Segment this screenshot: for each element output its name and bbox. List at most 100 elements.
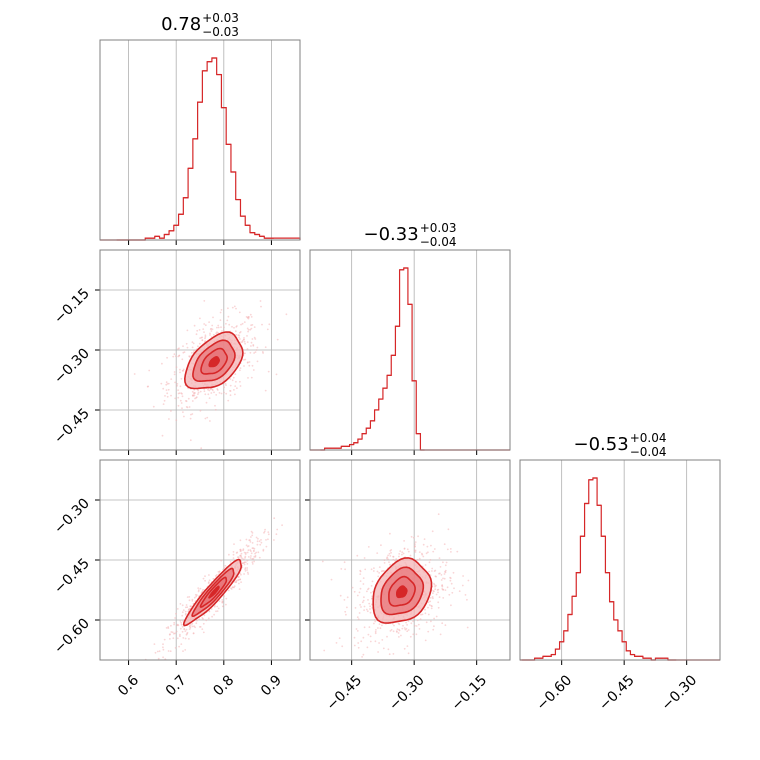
lower-1-0-point xyxy=(264,389,267,392)
lower-2-0-point xyxy=(240,555,243,558)
lower-2-0-point xyxy=(186,631,189,634)
lower-2-1-point xyxy=(389,555,392,557)
lower-1-0-point xyxy=(214,408,217,411)
lower-2-1-point xyxy=(421,613,424,616)
lower-2-1-point xyxy=(429,559,432,561)
lower-1-0-point xyxy=(201,336,204,339)
lower-2-0-point xyxy=(250,550,252,552)
lower-2-1-point xyxy=(368,626,371,628)
lower-2-1-marks xyxy=(321,513,470,664)
lower-2-1-point xyxy=(398,636,400,638)
lower-1-0-point xyxy=(238,311,241,314)
lower-2-1-point xyxy=(429,600,432,603)
lower-1-0-point xyxy=(174,397,177,400)
lower-2-0-point xyxy=(185,604,188,606)
lower-1-0-point xyxy=(234,393,236,396)
lower-2-1-point xyxy=(340,568,343,570)
lower-1-0-point xyxy=(256,360,259,363)
lower-2-0-point xyxy=(177,624,180,627)
lower-2-0-point xyxy=(169,633,171,636)
lower-1-0-point xyxy=(234,373,237,375)
lower-2-1-point xyxy=(433,617,435,620)
lower-1-0-point xyxy=(243,340,246,343)
lower-2-0-point xyxy=(181,611,184,614)
lower-2-1-point xyxy=(359,587,362,590)
lower-2-1-point xyxy=(389,630,392,632)
lower-2-1-point xyxy=(432,628,435,631)
lower-1-0-point xyxy=(243,321,246,323)
lower-1-0-point xyxy=(238,336,240,339)
lower-1-0-point xyxy=(177,404,180,407)
lower-2-0-point xyxy=(189,605,192,608)
lower-2-0-point xyxy=(199,587,202,590)
lower-2-1-point xyxy=(434,588,437,591)
lower-2-0-point xyxy=(180,623,183,626)
lower-1-0-point xyxy=(187,397,190,400)
diag-2-xtick-label-0: −0.60 xyxy=(534,672,576,714)
lower-1-0-point xyxy=(252,369,255,371)
lower-1-0-point xyxy=(219,311,222,314)
lower-2-0-point xyxy=(184,606,187,609)
lower-2-0-point xyxy=(208,574,210,576)
lower-2-0-point xyxy=(251,563,254,565)
lower-1-0-point xyxy=(267,370,270,373)
lower-2-0-point xyxy=(238,582,240,585)
lower-2-0-point xyxy=(167,650,170,652)
lower-2-1-point xyxy=(346,596,349,599)
lower-2-0-point xyxy=(179,635,181,638)
lower-2-1-point xyxy=(368,602,371,605)
lower-1-0-point xyxy=(236,387,238,390)
lower-1-0-point xyxy=(234,330,237,333)
lower-2-1-point xyxy=(461,584,464,587)
lower-1-0-point xyxy=(167,388,170,391)
lower-2-1-point xyxy=(387,662,389,664)
lower-2-1-point xyxy=(422,555,425,558)
lower-1-0-point xyxy=(285,313,288,316)
lower-2-0-point xyxy=(169,650,172,653)
lower-2-1-point xyxy=(438,557,441,559)
lower-2-1-point xyxy=(374,640,377,643)
lower-2-1-point xyxy=(369,608,371,610)
lower-1-0-point xyxy=(218,392,221,394)
lower-2-1-point xyxy=(422,543,425,546)
lower-2-1-point xyxy=(423,538,426,540)
lower-2-0-point xyxy=(188,599,191,602)
lower-1-0-point xyxy=(195,396,198,399)
lower-2-1-point xyxy=(339,594,342,597)
lower-1-0-point xyxy=(199,317,201,320)
lower-1-0-point xyxy=(148,369,151,372)
lower-2-0-point xyxy=(202,577,205,580)
lower-2-1-point xyxy=(418,551,421,553)
lower-2-0-point xyxy=(244,567,247,569)
lower-2-1-point xyxy=(404,628,407,631)
lower-2-0-point xyxy=(247,556,250,558)
lower-2-0-ytick-label-1: −0.45 xyxy=(51,556,93,598)
lower-2-0-point xyxy=(170,624,172,627)
lower-2-1-point xyxy=(407,629,410,631)
lower-1-0-ytick-label-2: −0.45 xyxy=(51,406,93,448)
lower-1-0-point xyxy=(170,378,173,380)
lower-2-1-point xyxy=(444,564,447,567)
lower-1-0-point xyxy=(268,323,271,326)
lower-2-1-xtick-label-1: −0.30 xyxy=(386,672,428,714)
lower-1-0-point xyxy=(203,300,206,302)
lower-2-1-point xyxy=(414,543,416,545)
lower-2-0-point xyxy=(198,618,201,621)
lower-1-0-point xyxy=(261,323,263,326)
lower-2-1-point xyxy=(367,633,370,636)
lower-1-0-point xyxy=(250,324,253,327)
lower-1-0-point xyxy=(243,337,245,339)
lower-2-1-point xyxy=(392,555,395,558)
lower-2-1-point xyxy=(438,596,441,598)
lower-2-1-point xyxy=(376,570,379,573)
lower-2-1-point xyxy=(375,629,377,631)
lower-2-0-point xyxy=(246,571,249,574)
lower-2-1-point xyxy=(356,554,359,557)
lower-2-0-point xyxy=(186,606,189,609)
lower-1-0-point xyxy=(239,331,242,333)
lower-2-1-point xyxy=(432,592,434,595)
lower-2-0-point xyxy=(163,638,166,641)
lower-2-1-point xyxy=(374,620,377,623)
lower-1-0-point xyxy=(197,393,199,396)
lower-1-0-point xyxy=(216,388,219,390)
